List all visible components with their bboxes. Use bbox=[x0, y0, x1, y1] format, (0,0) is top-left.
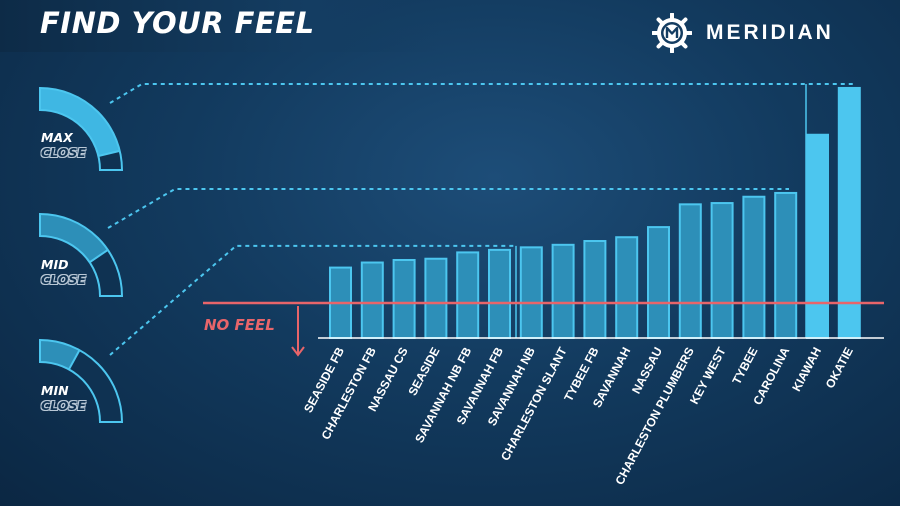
gauge-max-fill bbox=[39, 88, 120, 157]
bar-nassau-cs bbox=[392, 258, 416, 339]
bar-savannah bbox=[615, 236, 639, 339]
gauge-max-outline bbox=[39, 86, 124, 171]
bar-savannah-nb bbox=[519, 246, 543, 339]
category-label: KIAWAH bbox=[789, 345, 824, 394]
bar-kiawah bbox=[806, 133, 829, 339]
gauge-mid-divider bbox=[89, 249, 109, 264]
bar-carolina bbox=[774, 191, 798, 339]
gauge-min-fill bbox=[39, 340, 80, 370]
gauge-min-divider bbox=[68, 349, 81, 370]
bar-okatie bbox=[837, 86, 861, 339]
guide-max bbox=[109, 82, 854, 104]
bar-savannah-nb-fb bbox=[456, 251, 480, 339]
bar-charleston-plumbers bbox=[678, 203, 702, 339]
gauge-max-divider bbox=[98, 149, 120, 157]
no-feel-label: NO FEEL bbox=[204, 316, 275, 334]
bar-charleston-fb bbox=[360, 261, 384, 339]
title-band bbox=[0, 0, 440, 52]
gauge-label-max: MAX CLOSE bbox=[41, 130, 86, 160]
gauges bbox=[39, 86, 124, 423]
category-label: OKATIE bbox=[823, 345, 856, 391]
page-title: FIND YOUR FEEL bbox=[40, 6, 315, 40]
bar-nassau bbox=[647, 226, 670, 340]
brand-logo: MERIDIAN bbox=[652, 11, 834, 55]
brand-name: MERIDIAN bbox=[706, 21, 834, 44]
gauge-mid-outline bbox=[39, 212, 124, 297]
no-feel-arrow-head bbox=[291, 346, 305, 357]
bar-tybee-fb bbox=[583, 240, 607, 339]
category-label: TYBEE bbox=[729, 345, 760, 387]
gauge-label-mid: MID CLOSE bbox=[41, 257, 86, 287]
bar-tybee bbox=[742, 195, 766, 339]
gauge-label-min: MIN CLOSE bbox=[41, 383, 86, 413]
level-guides bbox=[107, 82, 854, 356]
bar-seaside bbox=[424, 257, 448, 340]
bar-key-west bbox=[710, 202, 734, 339]
gauge-min-outline bbox=[39, 338, 124, 423]
gauge-mid-fill bbox=[39, 214, 108, 263]
meridian-ship-wheel-icon bbox=[652, 13, 692, 53]
axis: NO FEEL bbox=[203, 301, 884, 357]
category-label: NASSAU bbox=[629, 345, 665, 396]
guide-mid bbox=[107, 187, 789, 229]
guide-min bbox=[109, 244, 516, 356]
bar-charleston-slant bbox=[551, 243, 575, 339]
bars bbox=[329, 86, 861, 340]
bar-savannah-fb bbox=[488, 248, 511, 339]
